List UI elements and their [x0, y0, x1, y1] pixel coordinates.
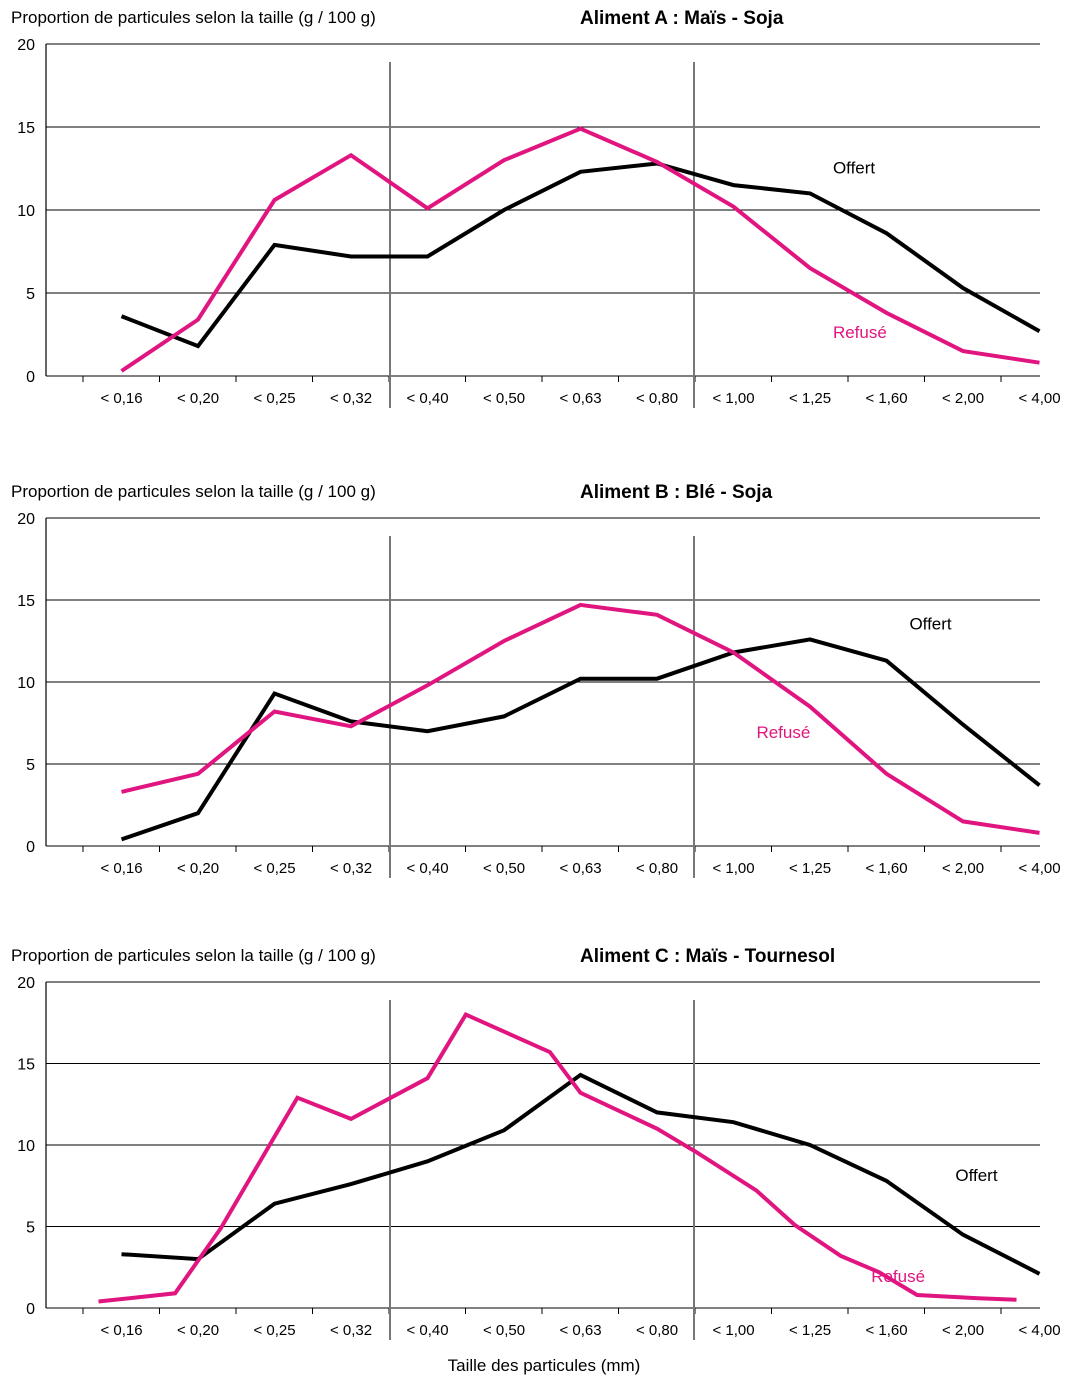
series-line-refuse: [120, 126, 1040, 373]
x-tick-label: < 0,63: [559, 1322, 601, 1339]
chart-panel-2: 0 5 10 15 20 < 0,16 < 0,20 < 0,25 < 0,32 < 0,40 < …: [11, 482, 1061, 878]
series-line-offert: [120, 637, 1041, 842]
y-axis-label: Proportion de particules selon la taille…: [11, 482, 376, 501]
x-tick-label: < 0,50: [483, 1322, 525, 1339]
x-tick-label: < 0,32: [330, 1322, 372, 1339]
y-tick-label: 5: [26, 757, 35, 774]
chart-panel-1: 0 5 10 15 20 < 0,16 < 0,20 < 0,25 < 0,32 < 0,40 < …: [11, 8, 1061, 408]
x-tick-label: < 0,20: [177, 1322, 219, 1339]
x-tick-label: < 1,00: [712, 1322, 754, 1339]
x-tick-label: < 2,00: [942, 390, 984, 407]
x-tick-label: < 0,16: [100, 390, 142, 407]
x-tick-label: < 0,63: [559, 860, 601, 877]
chart-title: Aliment C : Maïs - Tournesol: [580, 946, 835, 967]
y-axis-label: Proportion de particules selon la taille…: [11, 8, 376, 27]
x-tick-label: < 0,80: [636, 390, 678, 407]
y-tick-label: 5: [26, 1220, 35, 1237]
x-tick-label: < 0,16: [100, 860, 142, 877]
chart-title: Aliment A : Maïs - Soja: [580, 8, 784, 29]
x-tick-label: < 0,63: [559, 390, 601, 407]
y-tick-label: 20: [17, 37, 35, 54]
series-label-offert: Offert: [909, 615, 951, 634]
chart-title: Aliment B : Blé - Soja: [580, 482, 773, 503]
x-tick-label: < 0,25: [253, 860, 295, 877]
x-tick-label: < 0,20: [177, 390, 219, 407]
x-tick-label: < 4,00: [1018, 1322, 1060, 1339]
x-tick-label: < 4,00: [1018, 860, 1060, 877]
x-tick-label: < 0,16: [100, 1322, 142, 1339]
x-tick-label: < 0,25: [253, 390, 295, 407]
x-tick-label: < 1,25: [789, 1322, 831, 1339]
series-line-offert: [121, 1072, 1041, 1276]
x-tick-label: < 0,80: [636, 1322, 678, 1339]
y-tick-label: 15: [17, 593, 35, 610]
x-tick-label: < 2,00: [942, 1322, 984, 1339]
series-line-refuse: [121, 602, 1040, 835]
x-tick-label: < 0,25: [253, 1322, 295, 1339]
x-tick-label: < 0,40: [406, 860, 448, 877]
x-tick-label: < 1,25: [789, 860, 831, 877]
x-tick-label: < 0,32: [330, 860, 372, 877]
series-line-refuse: [98, 1012, 1017, 1304]
y-tick-label: 0: [26, 1301, 35, 1318]
chart-panel-3: 0 5 10 15 20 < 0,16 < 0,20 < 0,25 < 0,32 < 0,40 < …: [11, 946, 1061, 1340]
y-tick-label: 0: [26, 369, 35, 386]
series-label-refuse: Refusé: [833, 323, 887, 342]
x-tick-label: < 1,60: [865, 390, 907, 407]
y-tick-label: 5: [26, 286, 35, 303]
x-tick-label: < 0,40: [406, 390, 448, 407]
x-tick-label: < 0,50: [483, 860, 525, 877]
x-tick-label: < 4,00: [1018, 390, 1060, 407]
x-tick-label: < 1,60: [865, 860, 907, 877]
x-axis-label: Taille des particules (mm): [448, 1356, 641, 1375]
y-tick-label: 10: [17, 203, 35, 220]
y-tick-label: 20: [17, 975, 35, 992]
x-tick-label: < 1,00: [712, 390, 754, 407]
x-tick-label: < 0,32: [330, 390, 372, 407]
series-label-refuse: Refusé: [871, 1267, 925, 1286]
series-line-offert: [120, 161, 1041, 349]
y-tick-label: 10: [17, 1138, 35, 1155]
y-tick-label: 15: [17, 120, 35, 137]
series-label-refuse: Refusé: [756, 723, 810, 742]
y-tick-label: 10: [17, 675, 35, 692]
y-tick-label: 15: [17, 1057, 35, 1074]
y-tick-label: 0: [26, 839, 35, 856]
series-label-offert: Offert: [955, 1166, 997, 1185]
x-tick-label: < 1,60: [865, 1322, 907, 1339]
x-tick-label: < 1,00: [712, 860, 754, 877]
x-tick-label: < 0,40: [406, 1322, 448, 1339]
x-tick-label: < 2,00: [942, 860, 984, 877]
x-tick-label: < 0,20: [177, 860, 219, 877]
y-tick-label: 20: [17, 511, 35, 528]
x-tick-label: < 0,50: [483, 390, 525, 407]
series-label-offert: Offert: [833, 158, 875, 177]
y-axis-label: Proportion de particules selon la taille…: [11, 946, 376, 965]
x-tick-label: < 1,25: [789, 390, 831, 407]
x-tick-label: < 0,80: [636, 860, 678, 877]
